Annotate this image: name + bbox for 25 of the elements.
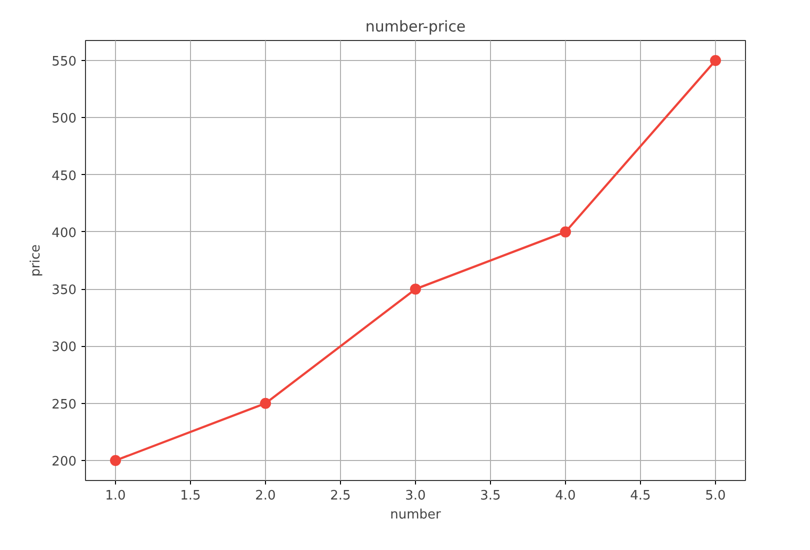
x-tick-label: 2.5 xyxy=(330,488,351,504)
y-tick-label: 400 xyxy=(52,226,77,241)
x-axis-title: number xyxy=(390,508,442,522)
point xyxy=(560,226,571,238)
x-tick-label: 4.0 xyxy=(555,488,576,504)
y-axis-title: price xyxy=(28,244,44,277)
y-tick-label: 450 xyxy=(52,168,77,184)
x-tick-label: 3.5 xyxy=(480,488,501,504)
point xyxy=(110,455,121,466)
x-tick-label: 1.5 xyxy=(180,488,201,504)
x-tick-label: 3.0 xyxy=(405,488,426,504)
chart-title: number-price xyxy=(365,18,466,36)
point xyxy=(410,284,421,295)
x-tick-label: 4.5 xyxy=(630,488,651,504)
y-tick-label: 300 xyxy=(52,340,77,356)
y-tick-label: 550 xyxy=(52,54,77,70)
point xyxy=(710,55,721,66)
x-tick-label: 2.0 xyxy=(255,488,276,504)
point xyxy=(260,398,271,409)
y-tick-label: 500 xyxy=(52,112,77,127)
x-tick-label: 1.0 xyxy=(105,488,126,504)
y-tick-label: 250 xyxy=(52,397,77,412)
y-tick-label: 200 xyxy=(52,454,77,470)
x-tick-label: 5.0 xyxy=(705,488,726,504)
y-tick-label: 350 xyxy=(52,283,77,298)
